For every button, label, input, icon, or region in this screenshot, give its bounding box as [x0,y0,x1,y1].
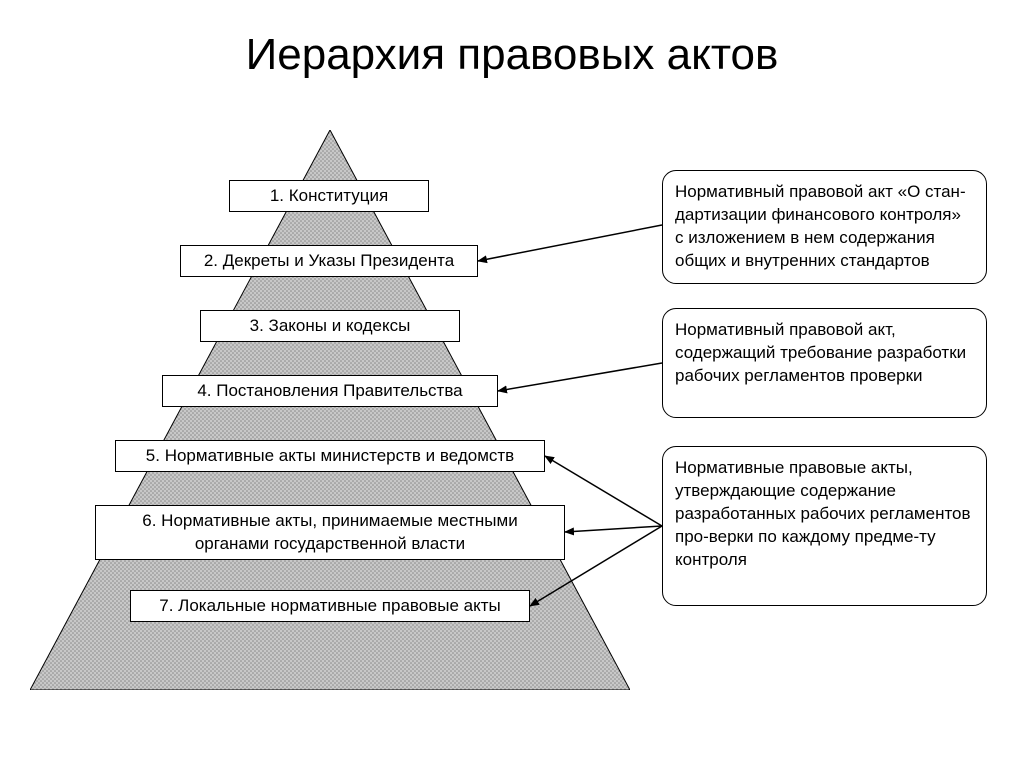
callout-2: Нормативный правовой акт, содержащий тре… [662,308,987,418]
callout-3: Нормативные правовые акты, утверждающие … [662,446,987,606]
pyramid-level-4: 4. Постановления Правительства [162,375,498,407]
pyramid-level-6: 6. Нормативные акты, принимаемые местным… [95,505,565,560]
pyramid-level-1: 1. Конституция [229,180,429,212]
pyramid-level-2: 2. Декреты и Указы Президента [180,245,478,277]
pyramid-level-7: 7. Локальные нормативные правовые акты [130,590,530,622]
pyramid-level-3: 3. Законы и кодексы [200,310,460,342]
diagram-container: 1. Конституция 2. Декреты и Указы Президе… [0,130,1024,730]
callout-1: Нормативный правовой акт «О стан-дартиза… [662,170,987,284]
page-title: Иерархия правовых актов [0,30,1024,80]
pyramid-level-5: 5. Нормативные акты министерств и ведомс… [115,440,545,472]
